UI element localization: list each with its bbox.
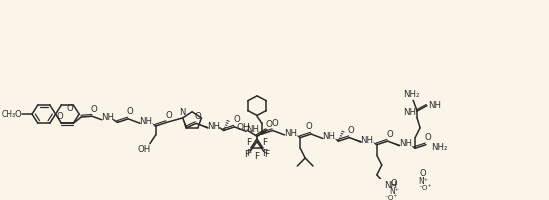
Text: NH: NH <box>428 101 441 110</box>
Polygon shape <box>296 135 301 138</box>
Text: N⁺: N⁺ <box>418 177 428 186</box>
Text: F: F <box>262 149 267 158</box>
Text: N⁺: N⁺ <box>389 187 399 196</box>
Text: NH: NH <box>139 117 153 126</box>
Polygon shape <box>335 138 339 142</box>
Text: ⁻O⁺: ⁻O⁺ <box>418 185 432 191</box>
Text: O: O <box>419 169 427 178</box>
Polygon shape <box>183 118 187 128</box>
Text: OH: OH <box>236 123 250 132</box>
Text: F: F <box>254 152 260 161</box>
Text: F: F <box>247 138 251 147</box>
Polygon shape <box>388 141 400 146</box>
Text: O: O <box>386 130 393 139</box>
Text: NH: NH <box>361 136 373 145</box>
Text: F: F <box>262 138 267 147</box>
Text: NH: NH <box>322 132 335 141</box>
Text: F: F <box>247 149 251 158</box>
Polygon shape <box>258 131 262 135</box>
Text: NH: NH <box>399 139 412 148</box>
Text: O: O <box>391 179 397 188</box>
Text: NH₂: NH₂ <box>432 143 448 152</box>
Polygon shape <box>349 138 361 143</box>
Text: O: O <box>271 119 278 128</box>
Text: NH: NH <box>403 108 416 117</box>
Text: OH: OH <box>137 145 150 154</box>
Text: NH: NH <box>384 181 397 190</box>
Text: O: O <box>195 112 201 121</box>
Text: NH: NH <box>284 129 297 138</box>
Polygon shape <box>411 146 416 149</box>
Text: ⁻O⁺: ⁻O⁺ <box>384 195 398 200</box>
Text: NH: NH <box>101 113 114 122</box>
Text: O: O <box>15 110 21 119</box>
Text: F: F <box>244 150 250 159</box>
Text: F: F <box>264 150 270 159</box>
Text: O: O <box>265 120 272 129</box>
Text: O: O <box>348 126 355 135</box>
Text: NH₂: NH₂ <box>403 90 419 99</box>
Text: N: N <box>180 108 186 117</box>
Text: O: O <box>165 111 172 120</box>
Polygon shape <box>152 123 156 127</box>
Text: O: O <box>67 104 74 113</box>
Text: O: O <box>306 122 312 131</box>
Polygon shape <box>196 123 208 129</box>
Text: O: O <box>91 105 97 114</box>
Text: O: O <box>424 133 432 142</box>
Text: O: O <box>127 107 133 116</box>
Text: O: O <box>233 115 240 124</box>
Text: NH: NH <box>208 122 220 131</box>
Polygon shape <box>373 142 378 146</box>
Text: NH: NH <box>245 125 259 134</box>
Text: O: O <box>56 112 63 121</box>
Text: CH₃: CH₃ <box>2 110 15 119</box>
